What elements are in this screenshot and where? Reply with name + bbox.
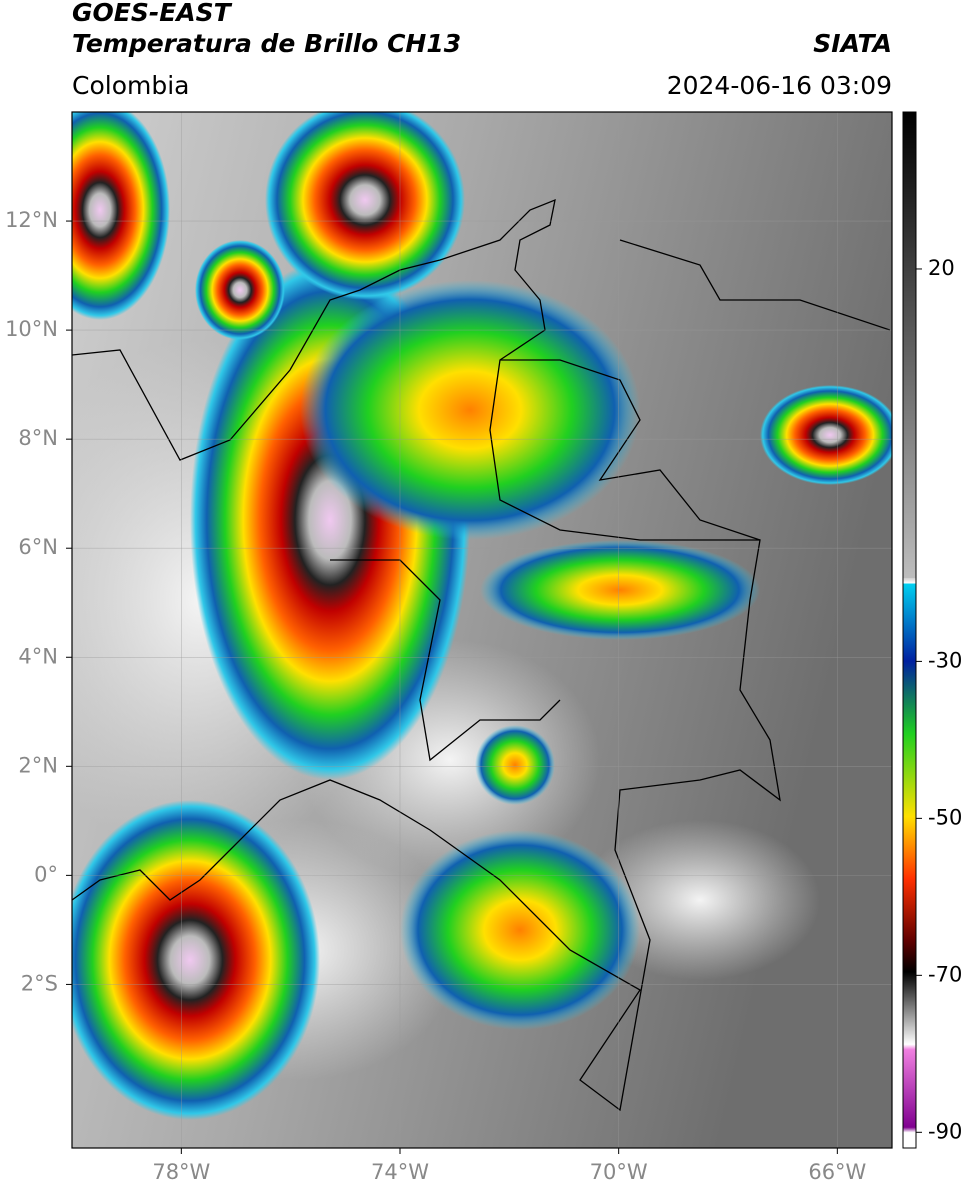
storm-cell xyxy=(265,112,465,300)
region: Colombia xyxy=(72,71,189,100)
satellite-map xyxy=(72,112,892,1148)
country-border xyxy=(330,559,561,762)
y-tick-label: 2°S xyxy=(21,971,58,995)
storm-cell xyxy=(480,540,760,640)
y-tick-label: 4°N xyxy=(18,644,58,668)
storm-cell xyxy=(195,240,285,340)
y-tick-label: 8°N xyxy=(18,426,58,450)
x-tick-label: 78°W xyxy=(152,1160,210,1184)
country-border xyxy=(619,239,891,331)
x-tick-label: 66°W xyxy=(808,1160,866,1184)
colorbar xyxy=(902,111,917,1149)
y-tick-label: 12°N xyxy=(5,208,58,232)
storm-cell xyxy=(72,112,170,320)
storm-cell xyxy=(475,725,555,805)
country-border xyxy=(72,198,781,1112)
source: SIATA xyxy=(813,29,892,58)
cloud xyxy=(580,820,820,980)
colorbar-tick-label: 20 xyxy=(928,256,955,280)
colorbar-tick-label: -30 xyxy=(928,648,962,672)
y-tick-label: 0° xyxy=(34,862,58,886)
y-tick-label: 10°N xyxy=(5,317,58,341)
colorbar-tick-label: -50 xyxy=(928,805,962,829)
colorbar-tick-label: -90 xyxy=(928,1119,962,1143)
y-tick-label: 6°N xyxy=(18,535,58,559)
colorbar-tick-label: -70 xyxy=(928,962,962,986)
x-tick-label: 70°W xyxy=(590,1160,648,1184)
storm-cell xyxy=(300,280,640,540)
title: GOES-EAST xyxy=(72,0,233,27)
storm-cell xyxy=(760,385,892,485)
country-border xyxy=(500,359,761,541)
subtitle: Temperatura de Brillo CH13 xyxy=(72,29,461,58)
x-tick-label: 74°W xyxy=(371,1160,429,1184)
storm-cell xyxy=(72,800,320,1120)
datetime: 2024-06-16 03:09 xyxy=(667,71,892,100)
storm-cell xyxy=(400,830,640,1030)
y-tick-label: 2°N xyxy=(18,753,58,777)
map-frame xyxy=(71,111,893,1149)
